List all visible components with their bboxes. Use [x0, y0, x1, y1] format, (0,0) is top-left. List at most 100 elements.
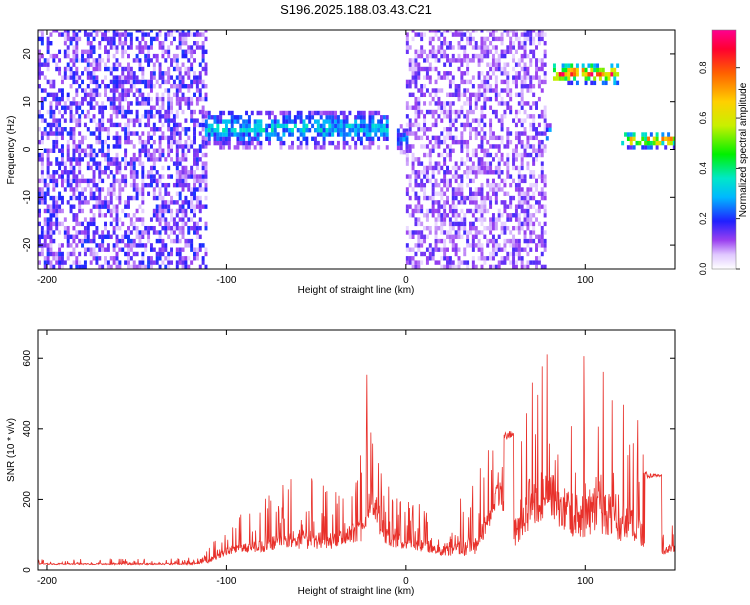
spectrogram-cell [181, 40, 185, 46]
spectrogram-cell [448, 157, 452, 162]
spectrogram-cell [526, 71, 530, 76]
spectrogram-cell [161, 114, 165, 119]
spectrogram-cell [121, 157, 125, 162]
spectrogram-cell [66, 53, 70, 59]
spectrogram-cell [178, 238, 182, 244]
spectrogram-cell [112, 53, 116, 59]
spectrogram-cell [58, 88, 62, 93]
spectrogram-cell [596, 67, 600, 73]
spectrogram-cell [428, 230, 432, 235]
spectrogram-cell [161, 225, 165, 231]
spectrogram-cell [672, 145, 675, 150]
spectrogram-cell [204, 221, 208, 227]
spectrogram-cell [40, 230, 44, 235]
spectrogram-cell [86, 165, 90, 171]
spectrogram-cell [118, 32, 122, 37]
spectrogram-cell [187, 264, 191, 269]
spectrogram-cell [543, 62, 547, 67]
spectrogram-cell [175, 238, 179, 244]
spectrogram-cell [78, 36, 82, 42]
spectrogram-cell [411, 75, 415, 80]
spectrogram-cell [138, 157, 142, 162]
spectrogram-cell [517, 256, 521, 261]
spectrogram-cell [408, 174, 412, 179]
spectrogram-cell [414, 170, 418, 175]
spectrogram-cell [155, 260, 159, 265]
spectrogram-cell [322, 140, 326, 146]
spectrogram-cell [537, 96, 541, 102]
spectrogram-cell [52, 208, 56, 214]
spectrogram-cell [448, 256, 452, 261]
spectrogram-cell [411, 92, 415, 98]
spectrogram-cell [537, 208, 541, 214]
spectrogram-cell [92, 79, 96, 85]
spectrogram-cell [247, 123, 251, 129]
spectrogram-cell [52, 92, 56, 98]
spectrogram-cell [95, 32, 99, 37]
spectrogram-cell [276, 136, 280, 142]
spectrogram-cell [359, 115, 363, 120]
spectrogram-cell [414, 114, 418, 119]
spectrogram-cell [446, 114, 449, 119]
spectrogram-cell [380, 119, 383, 124]
spectrogram-cell [517, 230, 521, 235]
spectrogram-cell [414, 49, 418, 55]
spectrogram-cell [471, 165, 475, 171]
spectrogram-cell [170, 260, 174, 265]
spectrogram-cell [371, 140, 375, 146]
spectrogram-cell [98, 139, 102, 145]
spectrogram-cell [201, 178, 205, 184]
spectrogram-cell [434, 79, 438, 85]
spectrogram-cell [282, 140, 286, 146]
spectrogram-cell [43, 264, 47, 269]
spectrogram-cell [265, 136, 269, 142]
spectrogram-cell [382, 115, 386, 120]
spectrogram-cell [474, 40, 478, 46]
spectrogram-cell [109, 182, 113, 188]
spectrogram-cell [512, 30, 516, 33]
spectrogram-cell [175, 66, 179, 72]
spectrogram-cell [184, 101, 188, 106]
spectrogram-cell [540, 165, 544, 171]
spectrogram-cell [247, 119, 251, 124]
spectrogram-cell [109, 79, 113, 85]
spectrogram-cell [474, 92, 478, 98]
spectrogram-cell [359, 123, 363, 129]
spectrogram-cell [242, 123, 246, 129]
spectrogram-cell [457, 213, 461, 218]
spectrogram-cell [222, 127, 226, 133]
spectrogram-cell [216, 115, 220, 120]
spectrogram-cell [115, 105, 119, 110]
spectrogram-cell [299, 132, 303, 137]
spectrogram-cell [431, 49, 435, 55]
spectrogram-cell [299, 115, 303, 120]
spectrogram-cell [457, 96, 461, 102]
spectrogram-cell [141, 182, 145, 188]
spectrogram-cell [178, 40, 182, 46]
spectrogram-cell [497, 157, 501, 162]
spectrogram-cell [101, 36, 105, 42]
spectrogram-cell [95, 182, 99, 188]
spectrogram-cell [420, 230, 424, 235]
spectrogram-cell [40, 40, 44, 46]
spectrogram-cell [431, 204, 435, 209]
spectrogram-cell [141, 96, 145, 102]
spectrogram-cell [63, 187, 67, 192]
spectrogram-cell [535, 75, 538, 80]
spectrogram-cell [491, 71, 495, 76]
spectrogram-cell [115, 49, 119, 55]
spectrogram-cell [193, 191, 196, 196]
spectrogram-cell [98, 30, 102, 33]
spectrogram-cell [144, 45, 148, 50]
spectrogram-cell [385, 136, 389, 142]
spectrogram-cell [144, 96, 148, 102]
spectrogram-cell [365, 123, 369, 129]
spectrogram-cell [170, 208, 174, 214]
spectrogram-cell [149, 152, 153, 158]
snr-frame [37, 329, 676, 571]
spectrogram-cell [193, 187, 196, 192]
spectrogram-cell [92, 49, 96, 55]
spectrogram-cell [86, 225, 90, 231]
spectrogram-cell [187, 217, 191, 222]
spectrogram-cell [195, 79, 199, 85]
